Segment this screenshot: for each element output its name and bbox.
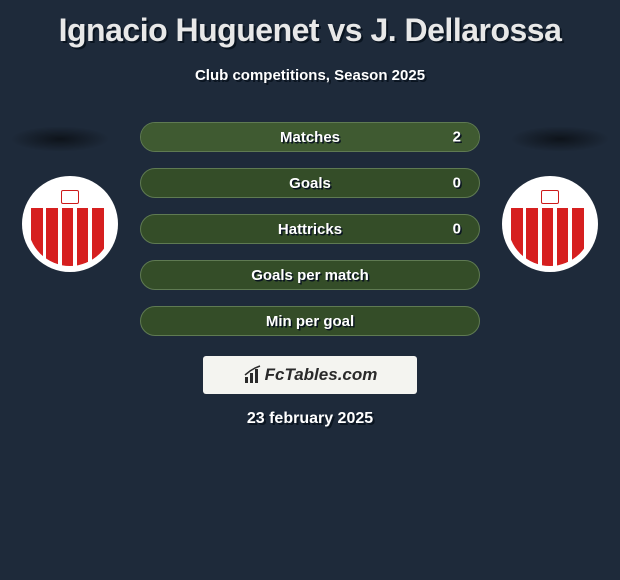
stat-bars: Matches 2 Goals 0 Hattricks 0 Goals per match M…	[140, 122, 480, 352]
stat-bar-row: Hattricks 0	[140, 214, 480, 244]
subtitle: Club competitions, Season 2025	[0, 67, 620, 84]
club-crest-left	[22, 176, 118, 272]
stat-bar-label: Matches	[280, 129, 340, 146]
stat-bar-row: Matches 2	[140, 122, 480, 152]
stat-bar-value: 2	[453, 129, 461, 146]
stat-bar-row: Min per goal	[140, 306, 480, 336]
club-shadow-left	[10, 126, 110, 152]
crest-flag-icon	[61, 190, 79, 204]
stat-bar-label: Goals per match	[251, 267, 369, 284]
branding-badge: FcTables.com	[203, 356, 417, 394]
page-title: Ignacio Huguenet vs J. Dellarossa	[0, 0, 620, 49]
stat-bar-value: 0	[453, 175, 461, 192]
club-crest-right	[502, 176, 598, 272]
crest-stripes-right	[508, 208, 592, 266]
stat-bar-label: Hattricks	[278, 221, 342, 238]
crest-stripes-left	[28, 208, 112, 266]
crest-flag-icon	[541, 190, 559, 204]
date-stamp: 23 february 2025	[0, 410, 620, 428]
branding-chart-icon	[243, 365, 263, 385]
stat-bar-label: Goals	[289, 175, 331, 192]
club-shadow-right	[510, 126, 610, 152]
stat-bar-value: 0	[453, 221, 461, 238]
branding-text: FcTables.com	[265, 365, 378, 385]
stat-bar-label: Min per goal	[266, 313, 354, 330]
stat-bar-row: Goals per match	[140, 260, 480, 290]
stat-bar-row: Goals 0	[140, 168, 480, 198]
